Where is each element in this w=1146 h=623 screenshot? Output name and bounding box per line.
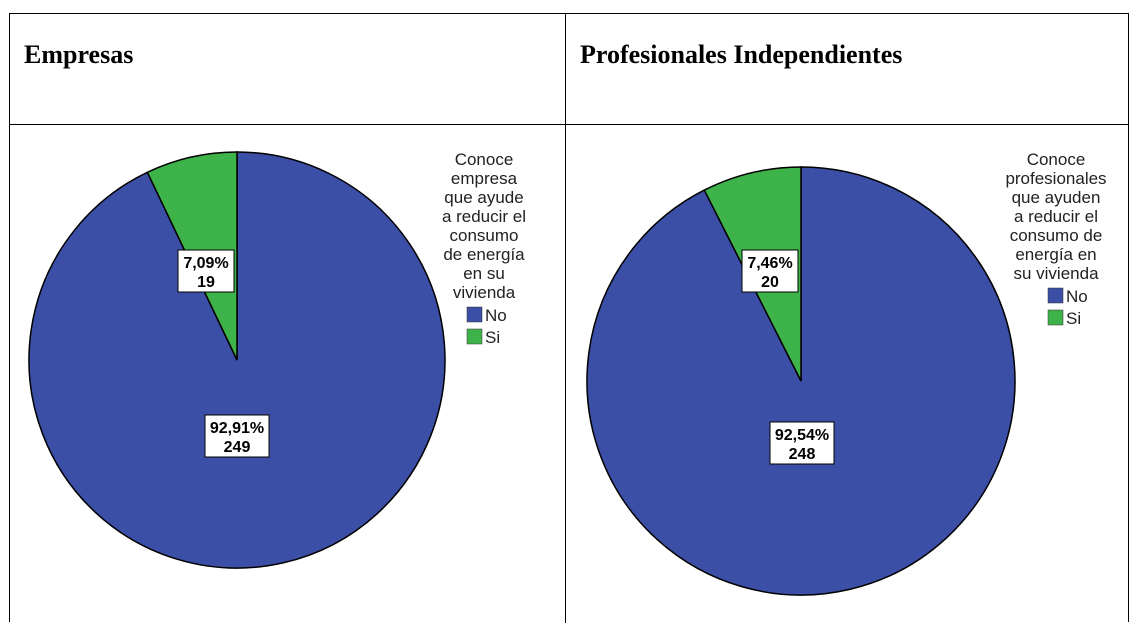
legend-swatch-si <box>1047 309 1064 326</box>
legend-title-line: de energía <box>443 245 525 264</box>
legend-title-line: consumo de <box>1010 226 1103 245</box>
data-label-box-si <box>177 249 235 293</box>
legend-title-line: energía en <box>1015 245 1096 264</box>
data-label-percent-si: 7,46% <box>747 255 792 272</box>
legend-swatch-no <box>466 306 483 323</box>
data-label-count-si: 19 <box>197 274 215 291</box>
legend-swatch-no <box>1047 287 1064 304</box>
legend-label-no: No <box>1066 287 1088 306</box>
data-label-count-no: 248 <box>789 446 816 463</box>
legend-title-line: Conoce <box>1027 150 1086 169</box>
table-row-divider <box>10 124 1128 125</box>
legend-title-line: en su <box>463 264 505 283</box>
legend-title-line: a reducir el <box>442 207 526 226</box>
legend-title-line: que ayuden <box>1012 188 1101 207</box>
data-label-box-no <box>204 414 270 458</box>
legend-label-no: No <box>485 306 507 325</box>
legend-title-line: profesionales <box>1005 169 1106 188</box>
legend-title-line: vivienda <box>453 283 516 302</box>
data-label-box-no <box>769 421 835 465</box>
legend-title-line: empresa <box>451 169 518 188</box>
legend-title-line: consumo <box>450 226 519 245</box>
legend-swatch-si <box>466 328 483 345</box>
legend-title-line: Conoce <box>455 150 514 169</box>
data-label-percent-no: 92,54% <box>775 427 829 444</box>
data-label-percent-no: 92,91% <box>210 420 264 437</box>
column-header-empresas: Empresas <box>24 40 134 69</box>
legend-title-line: a reducir el <box>1014 207 1098 226</box>
data-label-percent-si: 7,09% <box>183 255 228 272</box>
table-column-divider <box>565 14 566 623</box>
data-label-box-si <box>741 249 799 293</box>
legend-title-line: su vivienda <box>1013 264 1099 283</box>
comparison-table: Empresas Profesionales Independientes <box>9 13 1129 623</box>
legend-label-si: Si <box>485 328 500 347</box>
legend-title-line: que ayude <box>444 188 523 207</box>
data-label-count-si: 20 <box>761 274 779 291</box>
legend-label-si: Si <box>1066 309 1081 328</box>
column-header-profesionales: Profesionales Independientes <box>580 40 903 69</box>
data-label-count-no: 249 <box>224 439 251 456</box>
